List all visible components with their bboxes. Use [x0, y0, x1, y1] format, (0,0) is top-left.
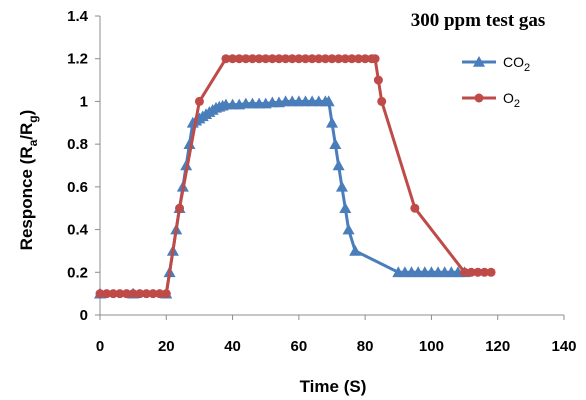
x-tick-label: 40 — [224, 338, 241, 355]
legend-item-co2: CO2 — [462, 54, 530, 74]
y-tick-label: 0.8 — [67, 136, 88, 153]
data-point-o2 — [162, 289, 171, 298]
data-point-o2 — [371, 54, 380, 63]
y-tick-label: 0.6 — [67, 179, 88, 196]
x-axis-title: Time (S) — [300, 377, 367, 396]
data-point-co2 — [349, 245, 361, 256]
data-point-co2 — [329, 138, 341, 149]
data-point-o2 — [175, 204, 184, 213]
data-point-co2 — [339, 202, 351, 213]
data-point-o2 — [377, 97, 386, 106]
y-tick-label: 1.4 — [67, 8, 89, 25]
y-tick-label: 1.2 — [67, 51, 88, 68]
x-tick-label: 60 — [291, 338, 308, 355]
data-point-o2 — [374, 76, 383, 85]
legend: CO2 O2 — [462, 54, 530, 110]
chart-title: 300 ppm test gas — [411, 10, 546, 31]
x-tick-label: 20 — [158, 338, 175, 355]
data-point-o2 — [195, 97, 204, 106]
series-line-co2 — [100, 101, 465, 293]
series-co2 — [94, 95, 471, 298]
y-axis-title-main: Responce (R — [17, 146, 36, 250]
y-tick-labels: 0 0.2 0.4 0.6 0.8 1 1.2 1.4 — [67, 8, 89, 324]
data-point-co2 — [336, 181, 348, 192]
series-layer — [94, 54, 496, 298]
series-line-o2 — [100, 59, 491, 294]
y-tick-label: 1 — [80, 93, 88, 110]
y-axis-title-end: ) — [17, 110, 36, 116]
y-axis-title-sub-g: g — [26, 115, 40, 122]
legend-marker-o2 — [475, 94, 484, 103]
y-axis-title: Responce (Ra/Rg) — [17, 110, 40, 251]
x-tick-label: 120 — [485, 338, 510, 355]
y-tick-label: 0.4 — [67, 222, 89, 239]
y-tick-label: 0 — [80, 307, 88, 324]
y-axis-title-mid: /R — [17, 123, 36, 140]
legend-label-o2: O2 — [503, 90, 520, 110]
data-point-o2 — [410, 204, 419, 213]
x-tick-label: 140 — [551, 338, 576, 355]
legend-item-o2: O2 — [462, 90, 520, 110]
x-tick-label: 100 — [419, 338, 444, 355]
x-tick-label: 80 — [357, 338, 374, 355]
x-tick-labels: 0 20 40 60 80 100 120 140 — [96, 338, 577, 355]
data-point-co2 — [343, 224, 355, 235]
series-o2 — [96, 54, 496, 298]
legend-label-co2: CO2 — [503, 54, 530, 74]
data-point-co2 — [326, 117, 338, 128]
y-tick-label: 0.2 — [67, 264, 88, 281]
x-tick-label: 0 — [96, 338, 104, 355]
data-point-co2 — [333, 160, 345, 171]
data-point-o2 — [487, 268, 496, 277]
